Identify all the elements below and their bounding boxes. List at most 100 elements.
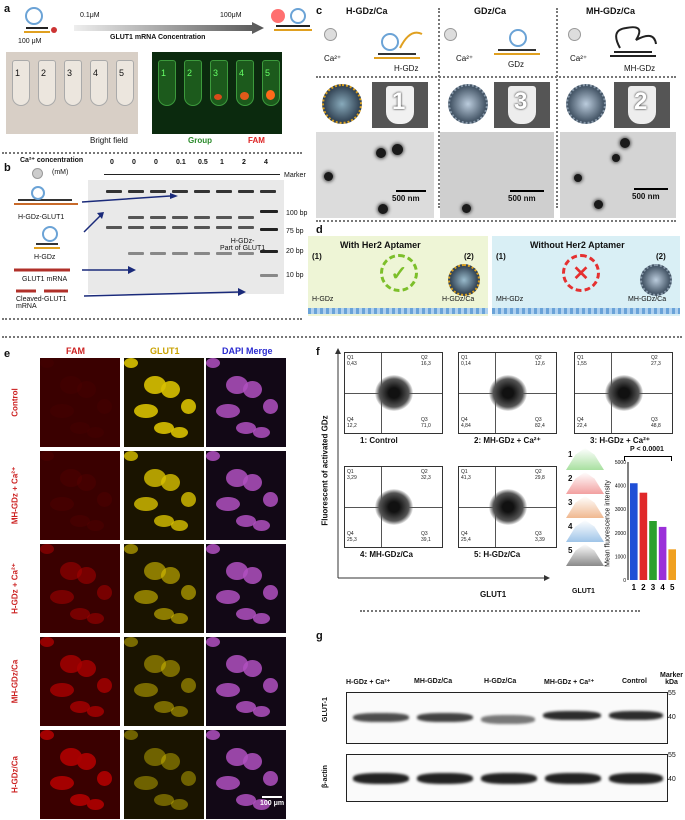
title-hgdz-ca: H-GDz/Ca <box>346 6 388 16</box>
probe-name: GDz <box>508 60 524 69</box>
y-tick-label: 3000 <box>615 507 626 513</box>
divider <box>556 8 558 208</box>
tube-label: 4 <box>239 68 245 78</box>
row-label: MH-GDz + Ca²⁺ <box>10 466 20 525</box>
hist-x-label: GLUT1 <box>572 588 595 595</box>
marker-kda-label: Marker kDa <box>660 672 683 686</box>
kda-tick: 55 <box>668 690 676 697</box>
group-label: Group <box>188 136 212 145</box>
y-tick-label: 4000 <box>615 484 626 490</box>
lane-labels: 0 0 0 0.1 0.5 1 2 4 <box>104 159 284 169</box>
divider <box>2 318 302 320</box>
col-header-merge: DAPI Merge <box>222 346 273 356</box>
lane-label: MH-GDz/Ca <box>414 678 453 685</box>
species-cleaved-mrna: Cleaved-GLUT1 mRNA <box>16 296 67 310</box>
hgdz-probe-icon <box>374 31 423 59</box>
panel-e-label: e <box>4 348 11 360</box>
cell-membrane <box>492 308 680 314</box>
quadrant-value: Q3 3,39 <box>535 531 545 543</box>
micrograph <box>124 730 204 819</box>
item-label: MH-GDz/Ca <box>628 296 667 303</box>
hist-label: 3 <box>568 498 573 507</box>
y-tick-label: 1000 <box>615 554 626 560</box>
bar-1 <box>630 483 638 580</box>
y-tick-label: 2000 <box>615 531 626 537</box>
lane-label: 0 <box>154 159 158 166</box>
micrograph <box>40 637 120 726</box>
divider <box>360 610 640 612</box>
species-glut1-mrna: GLUT1 mRNA <box>22 276 68 283</box>
tube-label: 5 <box>265 68 271 78</box>
tube-label: 2 <box>187 68 193 78</box>
bright-field-label: Bright field <box>90 136 128 145</box>
cleaved-mrna-icon <box>16 289 68 293</box>
lane-label: MH-GDz + Ca²⁺ <box>544 679 595 686</box>
axis-arrows <box>335 348 550 581</box>
panel-d-label: d <box>316 224 323 236</box>
species-hgdz: H-GDz <box>34 254 56 261</box>
probe-name: H-GDz <box>394 64 419 73</box>
band-arrows <box>81 193 178 274</box>
with-aptamer-box: With Her2 Aptamer (1) (2) ✓ H-GDz H-GDz/… <box>308 236 488 316</box>
lane-label: 0 <box>110 159 114 166</box>
cleaved-arrow <box>83 288 246 297</box>
divider <box>316 76 676 78</box>
col-header-glut1: GLUT1 <box>150 346 180 356</box>
tube-label: 4 <box>93 68 99 78</box>
quadrant-value: Q3 39,1 <box>421 531 431 543</box>
nanoparticle-illustration <box>322 84 362 124</box>
glut1-mrna-icon <box>14 268 70 272</box>
col-header-fam: FAM <box>66 346 85 356</box>
hist-label: 5 <box>568 546 573 555</box>
title-gdz-ca: GDz/Ca <box>474 6 507 16</box>
x-tick-label: 1 <box>632 583 637 592</box>
gel-image <box>88 180 284 294</box>
bright-field-image: 1 2 3 4 5 <box>6 52 138 134</box>
nanoparticle-illustration <box>640 264 672 296</box>
kda-tick: 40 <box>668 714 676 721</box>
scatter-title: 1: Control <box>360 436 398 445</box>
ca-ion-icon <box>324 28 337 41</box>
kda-tick: 40 <box>668 776 676 783</box>
ca-ion-icon <box>444 28 457 41</box>
activated-probe-icon <box>271 8 312 31</box>
vial-image: 2 <box>614 82 670 128</box>
quadrant-value: Q1 41,3 <box>461 469 471 481</box>
lane-bracket <box>104 174 280 175</box>
micrograph <box>124 637 204 726</box>
panel-f-label: f <box>316 346 320 358</box>
lane-label: 4 <box>264 159 268 166</box>
lane-label: H-GDz + Ca²⁺ <box>346 679 391 686</box>
gdz-probe-icon <box>494 29 540 55</box>
scatter-title: 2: MH-GDz + Ca²⁺ <box>474 436 541 445</box>
lane-label: H-GDz/Ca <box>484 678 517 685</box>
blot-glut1 <box>346 692 668 744</box>
x-axis-label: GLUT1 <box>480 590 507 599</box>
micrograph <box>124 358 204 447</box>
size-20bp: 20 bp <box>286 248 304 255</box>
tem-image-hgdz: 500 nm <box>316 132 434 218</box>
item-number: (2) <box>464 252 474 261</box>
tube-label: 3 <box>213 68 219 78</box>
scale-bar-label: 500 nm <box>392 194 420 203</box>
cross-icon: ✕ <box>562 254 600 292</box>
part-of-glut1-label: H-GDz- Part of GLUT1 <box>220 238 266 252</box>
scale-bar-label: 500 nm <box>632 192 660 201</box>
quadrant-value: Q1 0,14 <box>461 355 471 367</box>
lane-label: Control <box>622 678 647 685</box>
conc-start: 0.1μM <box>80 12 100 19</box>
ca-ion-icon <box>568 28 581 41</box>
micrograph <box>40 730 120 819</box>
row-label: Control <box>10 388 20 417</box>
quadrant-value: Q1 3,29 <box>347 469 357 481</box>
ca-label: Ca²⁺ <box>570 54 588 63</box>
micrograph <box>40 451 120 540</box>
kda-tick: 55 <box>668 752 676 759</box>
panel-a-label: a <box>4 3 11 15</box>
quadrant-value: Q4 25,4 <box>461 531 471 543</box>
item-label: H-GDz <box>312 296 334 303</box>
conc-end: 100μM <box>220 12 242 19</box>
size-10bp: 10 bp <box>286 272 304 279</box>
quadrant-value: Q3 48,8 <box>651 417 661 429</box>
tube-label: 1 <box>161 68 167 78</box>
